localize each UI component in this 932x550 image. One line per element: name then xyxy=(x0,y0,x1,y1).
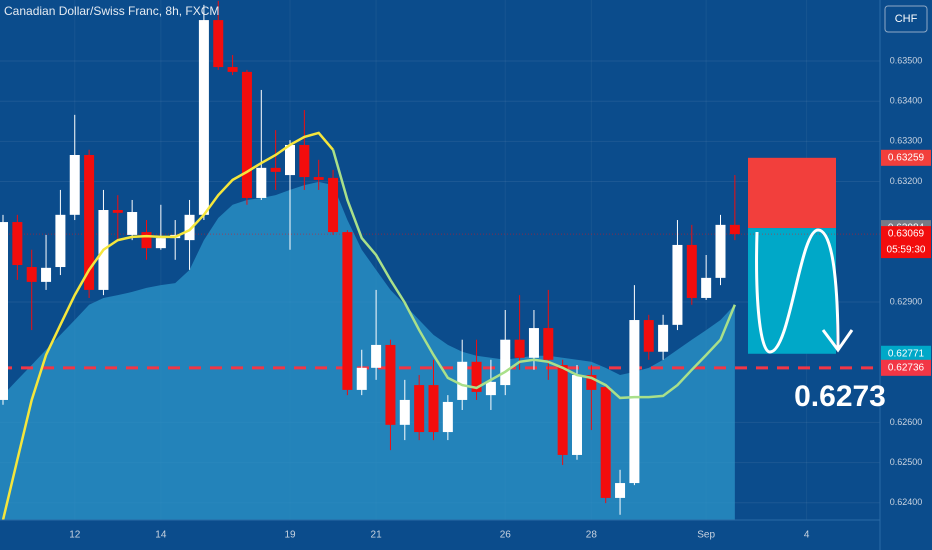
candle-body xyxy=(112,210,123,213)
candle-body xyxy=(342,232,353,390)
candle-body xyxy=(629,320,640,484)
ma-line xyxy=(331,149,737,400)
y-tick-label: 0.62400 xyxy=(890,497,923,507)
target-tag: 0.62771 xyxy=(888,348,925,359)
target-zone xyxy=(748,228,836,354)
candle-body xyxy=(12,222,23,266)
candle-body xyxy=(457,361,468,400)
x-tick-label: 4 xyxy=(804,530,810,541)
candle-body xyxy=(442,401,453,433)
candle-body xyxy=(41,267,52,282)
x-tick-label: 28 xyxy=(586,530,598,541)
stop-tag: 0.63259 xyxy=(888,152,925,163)
candle-body xyxy=(313,177,324,180)
stop-tag-box xyxy=(881,149,931,166)
x-tick-label: Sep xyxy=(697,530,715,541)
candle-body xyxy=(543,328,554,360)
candle-body xyxy=(729,224,740,235)
candle-body xyxy=(285,144,295,176)
candle-body xyxy=(213,20,224,68)
drawing-arrow-head xyxy=(821,329,854,353)
candle-body xyxy=(428,385,439,433)
candle-body xyxy=(0,222,8,400)
candle-body xyxy=(198,20,209,215)
candle-body xyxy=(385,344,396,425)
candle-body xyxy=(84,154,95,290)
candle-body xyxy=(500,339,511,386)
candle-body xyxy=(371,344,382,368)
currency-label: CHF xyxy=(895,13,918,25)
area xyxy=(0,181,735,521)
annotation: 0.6273 xyxy=(794,380,886,413)
stop-zone xyxy=(748,157,836,229)
y-tick-label: 0.62900 xyxy=(890,296,923,306)
x-tick-label: 26 xyxy=(500,530,512,541)
candle-body xyxy=(701,277,712,298)
x-tick-label: 21 xyxy=(371,530,383,541)
candle-body xyxy=(155,238,166,249)
candle-body xyxy=(643,320,654,352)
candle-body xyxy=(471,361,482,392)
currency-box[interactable] xyxy=(884,5,928,33)
candle-body xyxy=(672,244,683,325)
y-tick-label: 0.62500 xyxy=(890,457,923,467)
candle-body xyxy=(485,381,496,396)
y-tick-label: 0.63400 xyxy=(890,96,923,106)
y-tick-label: 0.63500 xyxy=(890,55,923,65)
candle-body xyxy=(586,375,597,390)
candle-body xyxy=(227,67,238,72)
candle-body xyxy=(686,244,697,298)
y-tick-label: 0.63300 xyxy=(890,136,923,146)
plot xyxy=(0,0,880,521)
candle-body xyxy=(328,177,339,233)
x-tick-label: 19 xyxy=(284,530,296,541)
candle-body xyxy=(557,365,568,455)
level-tag-box xyxy=(881,359,931,376)
candle-body xyxy=(55,214,66,268)
candle-body xyxy=(528,328,539,358)
last-price-tag: 0.63069 xyxy=(888,229,925,240)
target-tag-box xyxy=(881,345,931,362)
candle-body xyxy=(256,167,267,198)
candle-body xyxy=(127,212,138,235)
candle-body xyxy=(141,232,152,249)
candle-body xyxy=(241,71,252,198)
y-tick-label: 0.63200 xyxy=(890,176,923,186)
candle-body xyxy=(399,399,410,425)
candle-body xyxy=(414,385,425,433)
candle-body xyxy=(356,367,367,390)
ma-line xyxy=(1,131,335,521)
candle-body xyxy=(572,375,582,455)
candle-body xyxy=(26,267,37,282)
candle-body xyxy=(715,224,726,278)
candle-body xyxy=(600,387,611,498)
candle-body xyxy=(184,214,195,241)
x-tick-label: 12 xyxy=(69,530,81,541)
level-tag: 0.62736 xyxy=(888,362,925,373)
candle-body xyxy=(514,339,525,358)
candle-body xyxy=(69,154,80,215)
last-price-tag-box xyxy=(881,226,931,259)
countdown: 05:59:30 xyxy=(887,245,926,256)
candle-body xyxy=(658,324,669,352)
candle-body xyxy=(299,144,310,178)
candle-body xyxy=(615,483,626,498)
y-tick-label: 0.62600 xyxy=(890,417,923,427)
chart-title: Canadian Dollar/Swiss Franc, 8h, FXCM xyxy=(4,4,219,18)
drawing-arrow xyxy=(755,228,840,354)
x-tick-label: 14 xyxy=(155,530,167,541)
candle-body xyxy=(270,167,281,172)
overlay: 0.62400 0.62500 0.62600 0.62900 0.63200 0.633… xyxy=(69,55,931,541)
